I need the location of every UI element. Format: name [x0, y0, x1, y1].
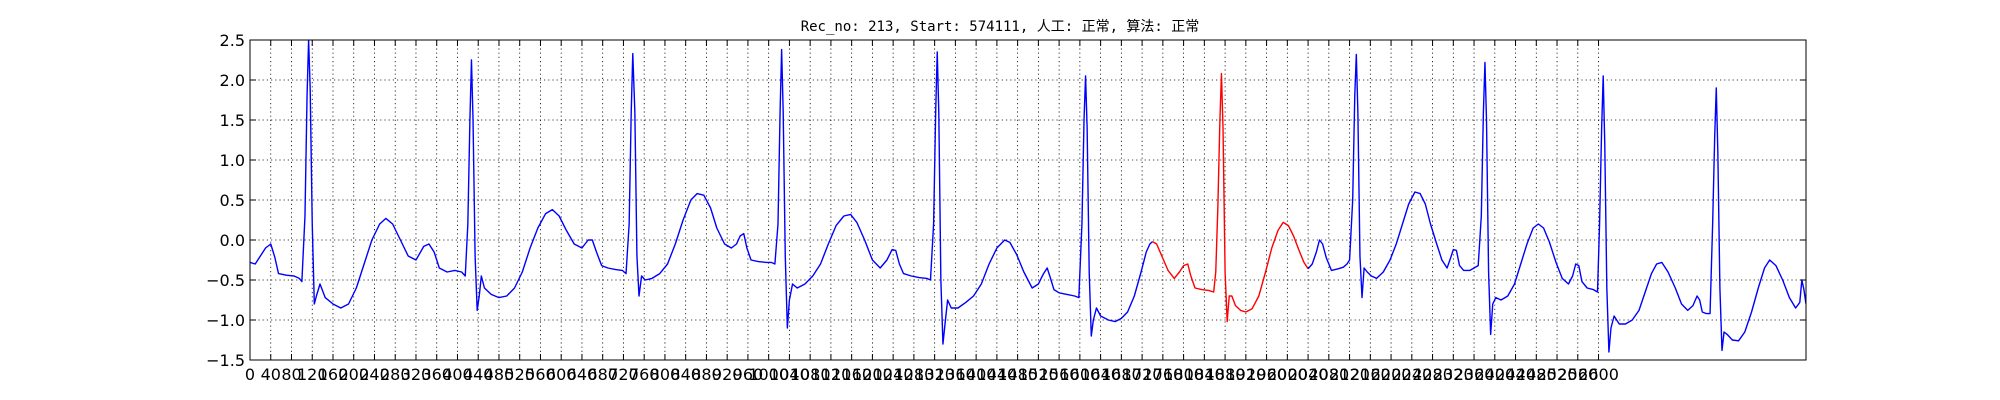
x-tick-label: 560: [525, 365, 556, 384]
x-tick-label: 1560: [1039, 365, 1080, 384]
plot-area-frame: [249, 39, 1807, 361]
y-tick-label: 1.0: [220, 151, 245, 170]
x-tick-label: 2320: [1433, 365, 1474, 384]
x-tick-label: 1320: [914, 365, 955, 384]
x-tick-label: 2520: [1537, 365, 1578, 384]
x-tick-label: 1000: [748, 365, 789, 384]
y-tick-label: 1.5: [220, 111, 245, 130]
x-tick-label: 1120: [811, 365, 852, 384]
x-tick-label: 2240: [1391, 365, 1432, 384]
chart-title: Rec_no: 213, Start: 574111, 人工: 正常, 算法: …: [801, 19, 1200, 35]
x-tick-label: 800: [650, 365, 681, 384]
y-tick-label: −1.0: [206, 311, 245, 330]
x-tick-label: 2200: [1371, 365, 1412, 384]
x-tick-label: 2280: [1412, 365, 1453, 384]
x-tick-label: 1680: [1101, 365, 1142, 384]
series-line-2: [1152, 72, 1309, 323]
x-tick-label: 720: [608, 365, 639, 384]
grid-lines: [249, 39, 1806, 361]
x-tick-label: 360: [421, 365, 452, 384]
x-tick-label: 2600: [1578, 365, 1619, 384]
x-tick-label: 1200: [852, 365, 893, 384]
y-tick-label: 2.0: [220, 71, 245, 90]
series-line-1: [250, 40, 1153, 345]
x-tick-label: 2040: [1288, 365, 1329, 384]
x-tick-label: 1440: [977, 365, 1018, 384]
x-tick-label: 840: [670, 365, 701, 384]
x-tick-label: 1600: [1060, 365, 1101, 384]
x-tick-label: 480: [484, 365, 515, 384]
x-tick-label: 160: [318, 365, 349, 384]
x-tick-label: 1880: [1205, 365, 1246, 384]
x-tick-label: 2000: [1267, 365, 1308, 384]
x-tick-label: 2560: [1557, 365, 1598, 384]
x-tick-label: 960: [733, 365, 764, 384]
x-tick-label: 440: [463, 365, 494, 384]
x-tick-label: 2400: [1474, 365, 1515, 384]
x-tick-label: 1280: [894, 365, 935, 384]
x-tick-label: 600: [546, 365, 577, 384]
x-tick-label: 320: [401, 365, 432, 384]
y-tick-label: 0.5: [220, 191, 245, 210]
x-tick-label: 40: [261, 365, 281, 384]
x-tick-label: 1840: [1184, 365, 1225, 384]
x-tick-label: 1080: [790, 365, 831, 384]
x-tick-label: 1760: [1142, 365, 1183, 384]
series-line-3: [1307, 53, 1806, 353]
x-tick-label: 760: [629, 365, 660, 384]
axes: 2.52.01.51.00.50.0−0.5−1.0−1.50 40 8012016…: [206, 31, 1806, 384]
x-tick-label: 2080: [1308, 365, 1349, 384]
x-tick-label: 120: [297, 365, 328, 384]
x-tick-label: 640: [567, 365, 598, 384]
x-tick-label: 1240: [873, 365, 914, 384]
y-tick-label: 2.5: [220, 31, 245, 50]
x-tick-label: 1920: [1225, 365, 1266, 384]
x-tick-label: 280: [380, 365, 411, 384]
x-tick-label: 0: [245, 365, 255, 384]
x-tick-label: 520: [504, 365, 535, 384]
x-tick-label: 400: [442, 365, 473, 384]
x-tick-label: 1160: [831, 365, 872, 384]
x-tick-label: 1040: [769, 365, 810, 384]
x-tick-label: 880: [691, 365, 722, 384]
x-tick-label: 2360: [1454, 365, 1495, 384]
y-tick-label: −0.5: [206, 271, 245, 290]
x-tick-label: 1720: [1122, 365, 1163, 384]
x-tick-label: 1360: [935, 365, 976, 384]
x-tick-label: 1640: [1080, 365, 1121, 384]
x-tick-label: 1800: [1163, 365, 1204, 384]
x-tick-label: 920: [712, 365, 743, 384]
x-tick-label: 2440: [1495, 365, 1536, 384]
x-tick-label: 2480: [1516, 365, 1557, 384]
x-tick-label: 80: [281, 365, 301, 384]
y-tick-label: −1.5: [206, 351, 245, 370]
x-tick-label: 1960: [1246, 365, 1287, 384]
x-tick-label: 1520: [1018, 365, 1059, 384]
x-tick-label: 2120: [1329, 365, 1370, 384]
x-tick-label: 2160: [1350, 365, 1391, 384]
x-tick-label: 1400: [956, 365, 997, 384]
x-tick-label: 1480: [997, 365, 1038, 384]
x-tick-label: 240: [359, 365, 390, 384]
signal-series: [250, 40, 1806, 353]
y-tick-label: 0.0: [220, 231, 245, 250]
x-tick-label: 680: [587, 365, 618, 384]
x-tick-label: 200: [338, 365, 369, 384]
